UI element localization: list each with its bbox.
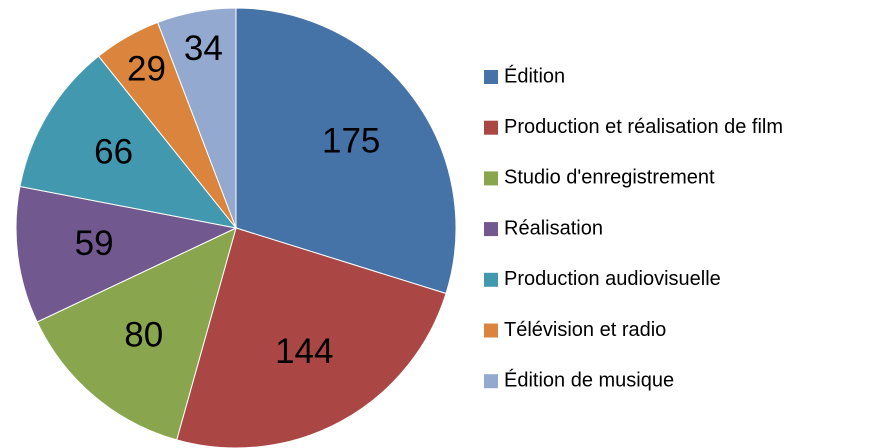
legend-label: Édition de musique xyxy=(504,368,674,391)
pie-slice xyxy=(176,227,447,448)
legend-swatch xyxy=(484,374,498,389)
pie-slice xyxy=(15,185,238,323)
legend-swatch xyxy=(484,222,498,237)
data-label: 144 xyxy=(275,332,333,371)
data-label: 34 xyxy=(184,29,223,68)
data-label: 80 xyxy=(124,316,163,355)
legend-swatch xyxy=(484,272,498,287)
legend-label: Édition xyxy=(504,64,565,87)
legend-swatch xyxy=(484,323,498,338)
legend-label: Studio d'enregistrement xyxy=(504,167,715,189)
pie-slice xyxy=(157,7,237,229)
data-label: 59 xyxy=(75,224,114,263)
data-label: 66 xyxy=(94,132,133,171)
data-label: 175 xyxy=(322,122,380,161)
legend-label: Réalisation xyxy=(504,217,603,239)
legend-swatch xyxy=(484,171,498,186)
pie-slice xyxy=(36,227,237,441)
legend-label: Production et réalisation de film xyxy=(504,116,783,138)
legend-swatch xyxy=(484,70,498,84)
legend-label: Production audiovisuelle xyxy=(504,268,721,290)
legend-label: Télévision et radio xyxy=(504,319,666,341)
data-label: 29 xyxy=(127,50,166,89)
pie-slice xyxy=(19,55,238,229)
legend-swatch xyxy=(484,120,498,135)
pie-slice xyxy=(235,7,457,295)
